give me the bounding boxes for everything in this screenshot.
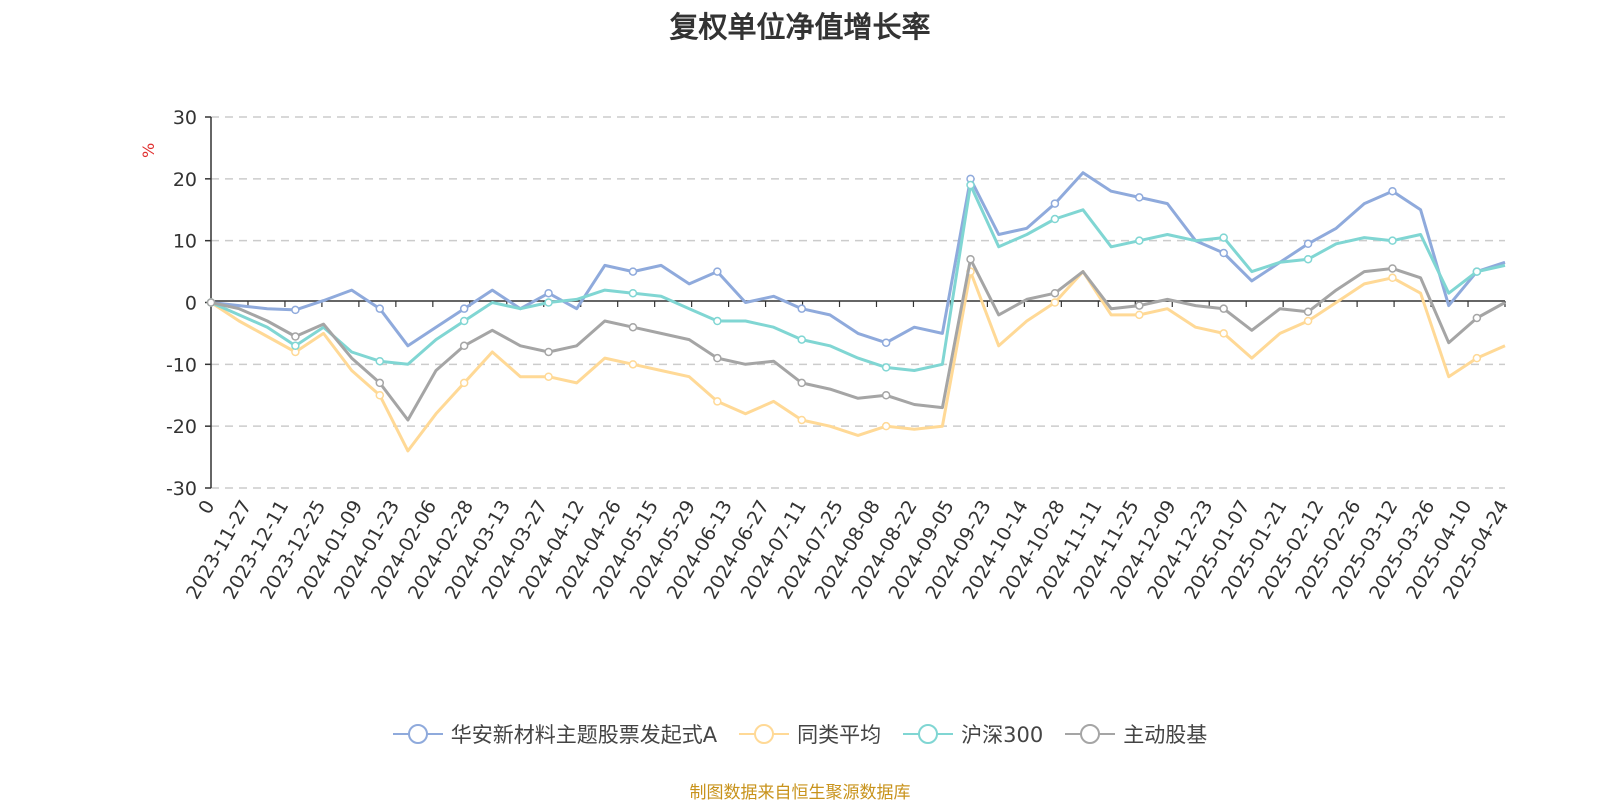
data-point: [375, 356, 385, 366]
data-point: [881, 421, 891, 431]
data-point: [206, 298, 216, 307]
data-point: [544, 288, 553, 298]
data-point: [713, 353, 722, 363]
data-point: [459, 304, 469, 313]
legend-marker-icon: [392, 724, 443, 744]
data-point: [375, 391, 385, 400]
data-point: [1050, 214, 1060, 224]
legend-item[interactable]: 主动股基: [1065, 719, 1207, 749]
data-point: [375, 378, 385, 388]
series-line: [210, 171, 1506, 348]
data-point: [1472, 313, 1482, 323]
data-point: [797, 304, 806, 313]
data-point: [544, 347, 553, 357]
y-tick-label: -30: [166, 478, 197, 500]
legend-label: 主动股基: [1123, 723, 1208, 747]
legend-item[interactable]: 同类平均: [739, 719, 881, 749]
data-point: [1388, 236, 1397, 245]
data-point: [1050, 288, 1060, 298]
data-source-note: 制图数据来自恒生聚源数据库: [689, 783, 911, 803]
legend-label: 华安新材料主题股票发起式A: [450, 723, 718, 747]
y-axis-label: %: [139, 143, 158, 158]
data-point: [1303, 239, 1313, 249]
x-tick-labels: 02023-11-272023-12-112023-12-252024-01-0…: [182, 301, 1513, 603]
data-point: [713, 316, 722, 326]
data-point: [797, 415, 806, 425]
series-line: [210, 183, 1506, 372]
legend-item[interactable]: 沪深300: [903, 719, 1043, 749]
data-point: [1135, 301, 1144, 310]
data-point: [881, 363, 891, 372]
series-line: [210, 270, 1506, 453]
data-point: [1388, 273, 1397, 283]
legend-label: 同类平均: [797, 723, 882, 747]
data-point: [375, 304, 385, 313]
data-point: [881, 338, 891, 347]
data-point: [628, 288, 638, 298]
data-point: [713, 267, 722, 276]
data-point: [544, 298, 553, 307]
series-1: [206, 267, 1506, 453]
data-point: [797, 378, 806, 388]
data-point: [1135, 236, 1144, 245]
data-point: [459, 316, 469, 326]
y-tick-labels: 30 20 10 0 -10 -20 -30: [166, 107, 211, 500]
data-point: [1303, 254, 1313, 264]
legend-label: 沪深300: [961, 723, 1044, 747]
axes: [210, 117, 1505, 488]
y-tick-label: 30: [173, 107, 197, 129]
data-point: [797, 335, 806, 344]
x-tick-label: 0: [194, 497, 219, 518]
data-point: [966, 180, 975, 190]
series-3: [206, 254, 1506, 422]
chart-title: 复权单位净值增长率: [669, 10, 931, 44]
y-tick-label: 0: [185, 293, 197, 315]
data-point: [1135, 193, 1144, 202]
data-point: [459, 378, 469, 388]
legend: 华安新材料主题股票发起式A 同类平均 沪深300 主动股基: [0, 719, 1600, 749]
data-point: [1472, 353, 1482, 363]
data-point: [291, 305, 300, 315]
legend-marker-icon: [739, 724, 790, 744]
y-tick-label: 10: [173, 231, 197, 253]
legend-item[interactable]: 华安新材料主题股票发起式A: [392, 719, 718, 749]
series-line: [210, 257, 1506, 422]
series-lines: [206, 171, 1506, 453]
data-point: [1303, 316, 1313, 326]
data-point: [966, 254, 975, 264]
data-point: [1050, 298, 1060, 307]
data-point: [1135, 310, 1144, 320]
data-point: [881, 391, 891, 400]
data-point: [544, 372, 553, 381]
data-point: [1388, 264, 1397, 273]
legend-marker-icon: [903, 724, 954, 744]
data-point: [291, 332, 300, 341]
y-tick-label: -10: [166, 354, 197, 376]
data-point: [1219, 304, 1228, 313]
y-tick-label: -20: [166, 416, 197, 438]
data-point: [628, 322, 638, 332]
data-point: [1219, 329, 1228, 338]
data-point: [291, 341, 300, 351]
data-point: [1388, 186, 1397, 196]
data-point: [713, 397, 722, 406]
data-point: [459, 341, 469, 351]
y-tick-label: 20: [173, 169, 197, 191]
data-point: [628, 267, 638, 276]
data-point: [1219, 233, 1228, 242]
data-point: [1472, 267, 1482, 276]
data-point: [1303, 307, 1313, 317]
series-2: [206, 180, 1506, 372]
data-point: [1050, 199, 1060, 208]
legend-marker-icon: [1065, 724, 1116, 744]
grid-lines: [211, 116, 1505, 489]
data-point: [628, 360, 638, 369]
data-point: [1219, 248, 1228, 258]
